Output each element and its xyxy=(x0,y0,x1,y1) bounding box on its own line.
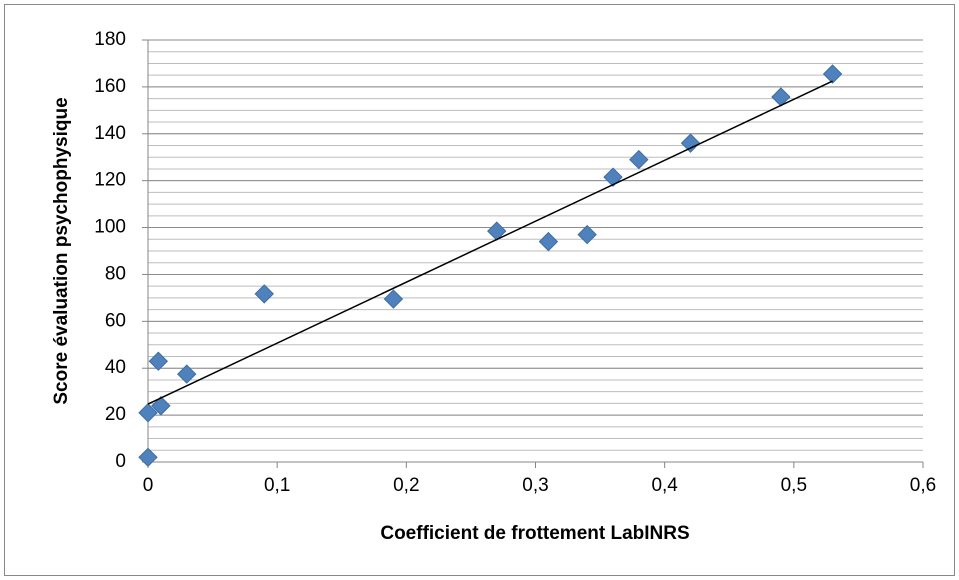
y-tick-label: 120 xyxy=(94,170,126,191)
data-point xyxy=(538,231,559,252)
y-tick-label: 140 xyxy=(94,123,126,144)
y-tick-label: 20 xyxy=(105,404,126,425)
x-tick-label: 0,4 xyxy=(651,475,678,496)
x-tick-label: 0,6 xyxy=(910,475,936,496)
y-tick-label: 80 xyxy=(105,263,126,284)
y-tick-label: 160 xyxy=(94,76,126,97)
y-tick-label: 0 xyxy=(115,451,126,472)
x-tick-label: 0,5 xyxy=(781,475,807,496)
data-point xyxy=(680,133,701,153)
trendline xyxy=(147,80,833,405)
data-point xyxy=(577,224,597,245)
data-point xyxy=(383,289,404,309)
data-point xyxy=(254,284,274,304)
data-point xyxy=(822,64,843,84)
data-point xyxy=(151,396,171,416)
x-tick-label: 0 xyxy=(143,475,154,496)
data-point xyxy=(148,351,169,371)
x-tick-label: 0,1 xyxy=(264,475,290,496)
data-point xyxy=(629,149,649,170)
x-tick-label: 0,2 xyxy=(393,475,419,496)
data-point xyxy=(138,447,158,468)
data-point xyxy=(138,403,158,423)
chart-frame xyxy=(4,4,955,576)
x-tick-label: 0,3 xyxy=(522,475,548,496)
y-tick-label: 180 xyxy=(94,29,126,50)
y-tick-label: 40 xyxy=(105,357,126,378)
y-axis-title: Score évaluation psychophysique xyxy=(51,97,72,404)
y-tick-label: 60 xyxy=(105,310,126,331)
y-tick-label: 100 xyxy=(94,217,126,238)
data-point xyxy=(603,167,623,187)
x-axis-title: Coefficient de frottement LabINRS xyxy=(380,523,689,544)
data-point xyxy=(177,364,197,384)
